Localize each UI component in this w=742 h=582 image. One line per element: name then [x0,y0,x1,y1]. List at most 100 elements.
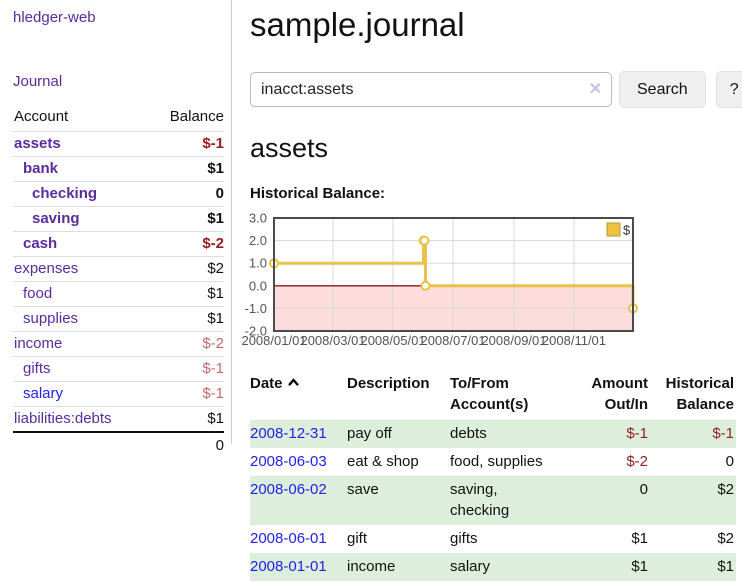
account-link[interactable]: assets [14,135,61,152]
x-tick-label: 2008/11/01 [542,333,606,348]
account-link[interactable]: food [23,285,53,302]
y-tick-label: 2.0 [249,233,267,248]
y-tick-label: 0.0 [249,278,267,293]
transaction-description: income [347,558,396,575]
y-tick-label: -2.0 [245,324,267,339]
x-tick-label: 2008/03/01 [300,333,365,348]
chart-canvas: 3.0 2.0 1.0 0.0 -1.0 -2.02008/01/012008/03/01… [241,211,638,348]
sidebar-item-journal[interactable]: Journal [13,73,63,90]
sidebar: hledger-web Journal Account Balance asse… [0,0,232,454]
y-tick-label: -1.0 [245,301,267,316]
account-row: food $1 [13,281,224,307]
transaction-date-link[interactable]: 2008-01-01 [250,558,327,575]
transaction-amount: $-2 [626,453,648,470]
account-link[interactable]: supplies [23,310,79,327]
account-row: salary $-1 [13,381,224,407]
account-heading: assets [250,133,329,163]
account-link[interactable]: expenses [14,260,79,277]
account-row: supplies $1 [13,306,224,332]
accounts-total-row: 0 [13,432,224,458]
legend-label: $ [623,223,631,238]
account-row: assets $-1 [13,131,224,157]
transaction-balance: $-1 [712,425,734,442]
column-header-date[interactable]: Date [250,371,347,420]
account-row: cash $-2 [13,231,224,257]
account-link[interactable]: salary [23,385,64,402]
column-header-balance: Historical Balance [665,375,734,413]
transaction-date-link[interactable]: 2008-12-31 [250,425,327,442]
account-row: saving $1 [13,206,224,232]
account-link[interactable]: gifts [23,360,51,377]
account-link[interactable]: bank [23,160,59,177]
y-tick-label: 1.0 [249,256,267,271]
transaction-date-link[interactable]: 2008-06-01 [250,530,327,547]
account-balance: $1 [207,160,224,177]
account-balance: $1 [207,310,224,327]
help-button[interactable]: ? [715,71,742,108]
clear-search-icon[interactable]: ✕ [588,81,602,98]
account-balance: $1 [207,410,224,427]
transaction-balance: $1 [717,558,734,575]
register-table: Date Description To/From Account(s) Amou… [250,371,736,581]
account-balance: 0 [215,185,224,202]
account-balance: $-2 [202,335,224,352]
account-balance: $1 [207,210,224,227]
x-tick-label: 2008/05/01 [360,333,425,348]
column-header-accounts: To/From Account(s) [450,375,529,413]
transaction-balance: $2 [717,481,734,498]
account-link[interactable]: cash [23,235,58,252]
search-button[interactable]: Search [619,71,706,108]
transaction-amount: $1 [631,530,648,547]
register-row: 2008-06-03 eat & shop food, supplies $-2… [250,448,736,476]
x-tick-label: 2008/07/01 [420,333,485,348]
register-row: 2008-06-02 save saving, checking 0 $2 [250,476,736,525]
transaction-accounts: gifts [450,530,478,547]
register-table-header: Date Description To/From Account(s) Amou… [250,371,736,420]
legend-swatch [606,222,621,237]
transaction-date-link[interactable]: 2008-06-02 [250,481,327,498]
account-link[interactable]: checking [32,185,98,202]
account-row: liabilities:debts $1 [13,406,224,433]
page-title: sample.journal [250,6,465,43]
transaction-accounts: food, supplies [450,453,543,470]
register-row: 2008-12-31 pay off debts $-1 $-1 [250,420,736,448]
register-row: 2008-01-01 income salary $1 $1 [250,553,736,581]
account-balance: $-1 [202,135,224,152]
y-tick-label: 3.0 [249,211,267,226]
main-content: sample.journal ✕ Search ? assets Histori… [241,0,742,581]
account-row: checking 0 [13,181,224,207]
column-header-description: Description [347,375,430,392]
account-balance: $-1 [202,360,224,377]
x-tick-label: 2008/01/01 [241,333,306,348]
transaction-amount: $-1 [626,425,648,442]
account-link[interactable]: saving [32,210,80,227]
x-tick-label: 2008/09/01 [481,333,546,348]
plot-border [273,217,634,332]
transaction-description: eat & shop [347,453,419,470]
accounts-table-header: Account Balance [13,105,224,132]
accounts-column-header: Account [14,108,69,125]
transaction-description: gift [347,530,368,547]
data-point-marker [419,235,430,246]
transaction-description: pay off [347,425,392,442]
transaction-accounts: saving, checking [450,481,510,519]
transaction-accounts: salary [450,558,491,575]
transaction-balance: 0 [725,453,734,470]
transaction-description: save [347,481,379,498]
data-point-marker [420,280,431,291]
account-row: bank $1 [13,156,224,182]
account-link[interactable]: liabilities:debts [14,410,112,427]
account-link[interactable]: income [14,335,63,352]
chart-title: Historical Balance: [250,185,386,202]
transaction-accounts: debts [450,425,487,442]
transaction-amount: 0 [639,481,648,498]
balance-column-header: Balance [169,108,224,125]
search-input[interactable] [250,72,612,107]
accounts-total-balance: 0 [215,437,224,454]
account-balance: $1 [207,285,224,302]
chevron-up-icon [287,372,300,393]
account-row: expenses $2 [13,256,224,282]
transaction-date-link[interactable]: 2008-06-03 [250,453,327,470]
historical-balance-chart: 3.0 2.0 1.0 0.0 -1.0 -2.0 2008/01/01 2008/03/01… [241,210,648,350]
app-title-link[interactable]: hledger-web [13,9,96,26]
